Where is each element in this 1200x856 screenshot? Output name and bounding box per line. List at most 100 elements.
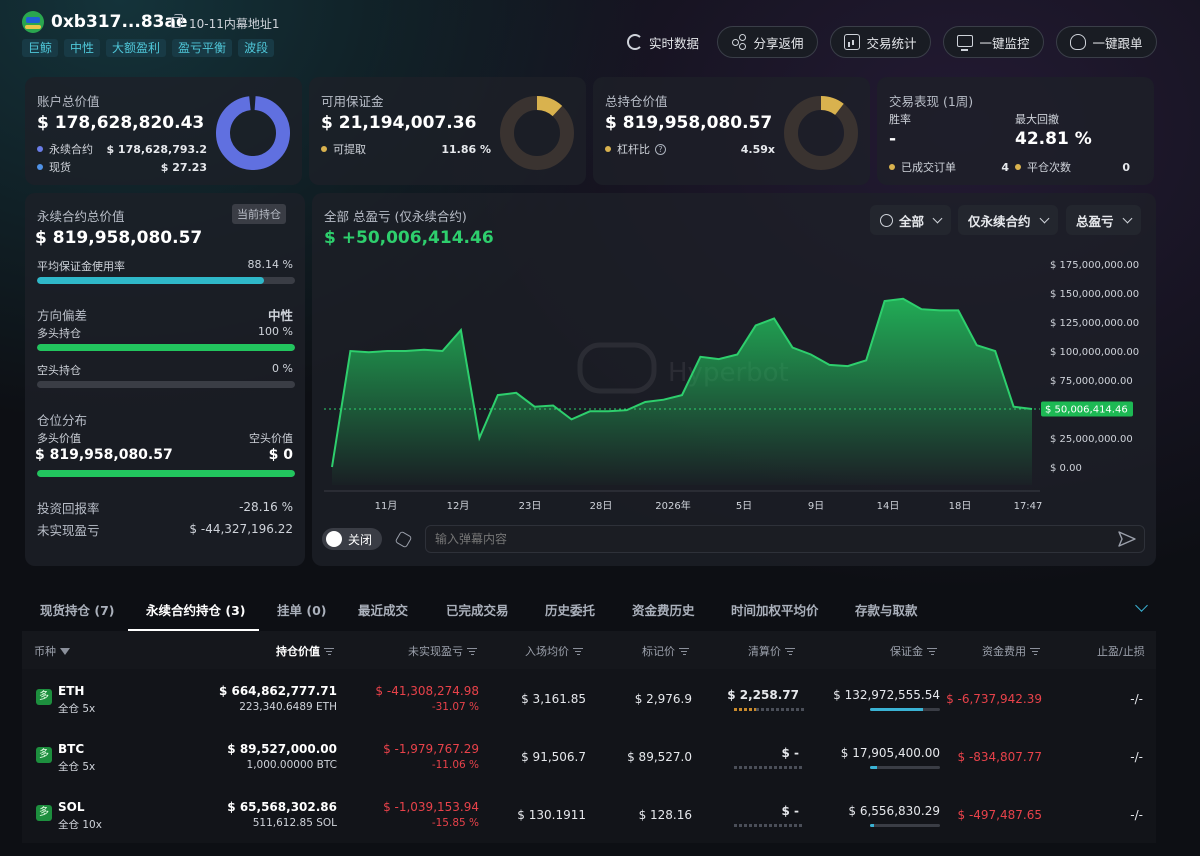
entry-price: $ 91,506.7 [521, 750, 586, 764]
margin-mode: 全仓 10x [58, 819, 102, 831]
unrealized-pnl-pct: -11.06 % [431, 759, 479, 771]
danmaku-input[interactable] [426, 526, 1106, 552]
short-amount: $ 0 [268, 447, 293, 463]
col-coin[interactable]: 币种 [34, 643, 70, 659]
leverage-row: 杠杆比 ? 4.59x [605, 141, 775, 157]
copy-trade-button[interactable]: 一键跟单 [1056, 26, 1157, 58]
total-position-card: 总持仓价值 $ 819,958,080.57 杠杆比 ? 4.59x [593, 77, 870, 185]
x-tick-label: 12月 [447, 500, 470, 512]
refresh-icon [626, 34, 643, 50]
tab-orders[interactable]: 挂单 (0) [277, 603, 327, 618]
position-value: $ 664,862,777.71 [218, 684, 337, 698]
realtime-data-button[interactable]: 实时数据 [618, 26, 708, 58]
x-tick-label: 28日 [590, 501, 613, 512]
svg-text:$ 50,006,414.46: $ 50,006,414.46 [1045, 404, 1128, 415]
panel-title: 永续合约总价值 [37, 209, 125, 224]
x-tick-label: 23日 [519, 501, 542, 512]
liquidation-distance-bar [734, 824, 804, 827]
mark-price: $ 89,527.0 [627, 750, 692, 764]
tab-spot[interactable]: 现货持仓 (7) [40, 603, 115, 618]
table-row[interactable] [22, 737, 1156, 795]
funding-fee: $ -497,487.65 [957, 808, 1043, 822]
trade-stats-button[interactable]: 交易统计 [830, 26, 931, 58]
x-tick-label: 14日 [877, 501, 900, 512]
wallet-address: 0xb317...83ae [51, 12, 188, 32]
unrealized-pnl-pct: -31.07 % [431, 701, 479, 713]
col-entry[interactable]: 入场均价 [525, 643, 583, 659]
available-margin-card: 可用保证金 $ 21,194,007.36 可提取 11.86 % [309, 77, 586, 185]
tpsl: -/- [1130, 750, 1143, 764]
long-side-badge: 多 [36, 689, 52, 705]
card-title: 总持仓价值 [605, 94, 668, 109]
danmaku-toggle[interactable]: 关闭 [322, 528, 382, 550]
col-position-value[interactable]: 持仓价值 [276, 643, 334, 659]
col-liq[interactable]: 清算价 [748, 643, 795, 659]
drawdown-value: 42.81 % [1015, 129, 1092, 149]
coin-symbol[interactable]: SOL [58, 800, 85, 814]
pnl-chart-panel: 全部 总盈亏 (仅永续合约) $ +50,006,414.46 全部 仅永续合约… [312, 193, 1156, 566]
long-amount: $ 819,958,080.57 [35, 447, 173, 463]
sort-icon [467, 647, 477, 655]
position-value: $ 819,958,080.57 [605, 113, 773, 133]
position-size: 1,000.00000 BTC [246, 759, 337, 771]
x-tick-label: 2026年 [655, 499, 690, 512]
col-funding[interactable]: 资金费用 [982, 643, 1040, 659]
danmaku-input-wrap [425, 525, 1145, 553]
col-upnl[interactable]: 未实现盈亏 [408, 643, 477, 659]
help-icon[interactable]: ? [655, 143, 666, 155]
share-rebate-button[interactable]: 分享返佣 [717, 26, 818, 58]
tab-twap[interactable]: 时间加权平均价 [731, 603, 819, 618]
send-icon[interactable] [1118, 531, 1136, 547]
table-row[interactable] [22, 679, 1156, 737]
settings-icon[interactable] [394, 530, 413, 549]
stats-icon [844, 34, 861, 50]
metric-select[interactable]: 总盈亏 [1066, 205, 1141, 235]
margin-amount: $ 132,972,555.54 [833, 688, 940, 702]
sort-icon [785, 647, 795, 655]
range-select[interactable]: 全部 [870, 205, 952, 235]
liquidation-price: $ 2,258.77 [727, 688, 799, 702]
close-count-row: 平仓次数 0 [1015, 159, 1130, 175]
liquidation-price: $ - [781, 804, 799, 818]
tab-deposits[interactable]: 存款与取款 [855, 603, 918, 618]
mark-price: $ 128.16 [638, 808, 692, 822]
col-mark[interactable]: 标记价 [642, 643, 689, 659]
tab-active-indicator [128, 629, 259, 631]
entry-price: $ 130.1911 [517, 808, 586, 822]
distribution-bar [37, 470, 295, 477]
col-margin[interactable]: 保证金 [890, 643, 937, 659]
tab-order-history[interactable]: 历史委托 [545, 603, 596, 618]
monitor-icon [957, 34, 974, 51]
current-value-badge: $ 50,006,414.46 [1041, 401, 1133, 417]
clock-icon [880, 213, 893, 227]
roi-value: -28.16 % [239, 500, 293, 514]
coin-symbol[interactable]: BTC [58, 742, 85, 756]
account-value: $ 178,628,820.43 [37, 113, 205, 133]
account-value-card: 账户总价值 $ 178,628,820.43 永续合约 $ 178,628,79… [25, 77, 302, 185]
x-tick-label: 5日 [736, 501, 752, 512]
coin-symbol[interactable]: ETH [58, 684, 85, 698]
tab-funding-history[interactable]: 资金费历史 [632, 603, 695, 618]
tab-perp[interactable]: 永续合约持仓 (3) [146, 603, 246, 618]
sort-icon [1030, 647, 1040, 655]
tag: 巨鲸 [22, 39, 59, 57]
copy-icon[interactable] [171, 14, 183, 28]
market-select[interactable]: 仅永续合约 [958, 205, 1058, 235]
y-tick-label: $ 125,000,000.00 [1050, 318, 1139, 329]
tpsl: -/- [1130, 808, 1143, 822]
tab-recent-fills[interactable]: 最近成交 [358, 603, 409, 618]
liquidation-distance-bar [734, 766, 804, 769]
follow-icon [1070, 34, 1087, 50]
tab-completed[interactable]: 已完成交易 [446, 603, 509, 618]
perp-summary-panel: 永续合约总价值 当前持仓 $ 819,958,080.57 平均保证金使用率 8… [25, 193, 305, 566]
position-value: $ 65,568,302.86 [227, 800, 337, 814]
monitor-button[interactable]: 一键监控 [943, 26, 1044, 58]
table-row[interactable] [22, 795, 1156, 853]
total-pnl-value: $ +50,006,414.46 [324, 228, 494, 248]
orders-row: 已成交订单 4 [889, 159, 1009, 175]
margin-usage-value: 88.14 % [247, 258, 293, 271]
collapse-chevron-icon[interactable] [1135, 599, 1148, 612]
funding-fee: $ -6,737,942.39 [946, 692, 1042, 706]
long-bar [37, 344, 295, 351]
unrealized-pnl: $ -1,979,767.29 [383, 742, 479, 756]
